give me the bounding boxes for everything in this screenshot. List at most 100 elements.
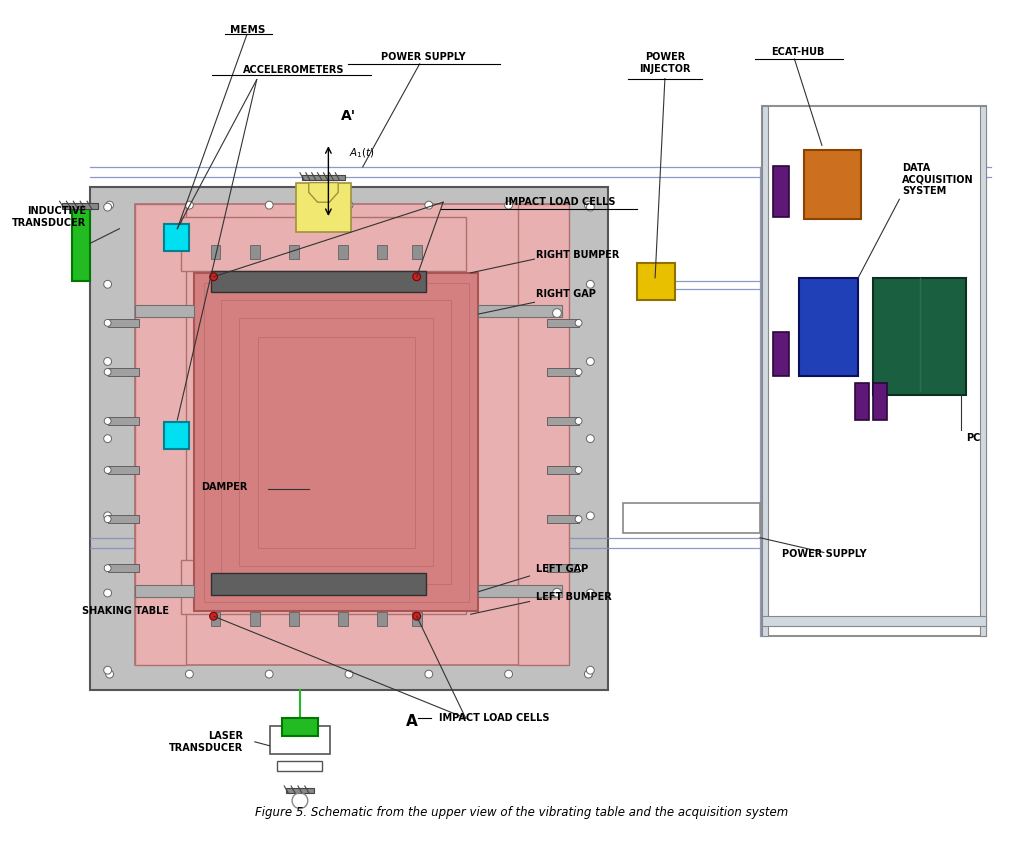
Circle shape [265,670,273,678]
Bar [286,788,313,793]
Circle shape [103,512,112,520]
Bar [762,106,768,636]
Bar [108,466,139,474]
Bar [302,175,345,180]
Circle shape [103,204,112,211]
Bar [296,182,351,231]
Circle shape [553,588,561,597]
Bar [378,246,387,259]
Bar [73,207,90,281]
Bar [90,188,608,690]
Text: DATA
ACQUISITION
SYSTEM: DATA ACQUISITION SYSTEM [902,163,974,196]
Bar [135,204,186,665]
Circle shape [413,612,421,620]
Bar [547,319,579,327]
Bar [204,283,469,601]
Polygon shape [309,182,338,202]
Circle shape [103,357,112,365]
Bar [378,612,387,626]
Circle shape [575,368,582,375]
Text: ACCELEROMETERS: ACCELEROMETERS [244,65,345,75]
Circle shape [587,512,594,520]
Bar [135,204,568,665]
Circle shape [505,201,512,209]
Bar [108,516,139,523]
Circle shape [104,564,111,572]
Bar [872,278,966,395]
Text: PC: PC [966,432,981,442]
Bar [773,331,788,376]
Bar [980,106,986,636]
Circle shape [587,280,594,288]
Circle shape [575,516,582,522]
Circle shape [103,435,112,442]
Circle shape [587,666,594,674]
Bar [135,305,194,317]
Circle shape [104,320,111,326]
Text: POWER
INJECTOR: POWER INJECTOR [639,52,690,74]
Bar [800,278,858,376]
Text: A: A [406,714,418,728]
Bar [412,246,422,259]
Circle shape [425,201,433,209]
Circle shape [575,564,582,572]
Text: POWER SUPPLY: POWER SUPPLY [381,52,466,62]
Bar [283,718,317,736]
Circle shape [103,666,112,674]
Circle shape [104,368,111,375]
Bar [108,564,139,572]
Circle shape [185,670,194,678]
Bar [181,217,466,271]
Circle shape [105,201,114,209]
Text: IMPACT LOAD CELLS: IMPACT LOAD CELLS [505,197,615,207]
Circle shape [345,670,353,678]
Text: MEMS: MEMS [230,24,265,34]
Circle shape [425,670,433,678]
Circle shape [185,201,194,209]
Bar [289,612,299,626]
Bar [211,612,220,626]
Bar [547,417,579,425]
Bar [338,246,348,259]
Circle shape [505,670,512,678]
Circle shape [210,272,217,281]
Circle shape [210,612,217,620]
Circle shape [587,589,594,597]
Bar [547,564,579,572]
Circle shape [265,201,273,209]
Bar [164,422,189,449]
Circle shape [575,320,582,326]
Bar [547,368,579,376]
Bar [872,383,887,420]
Bar [478,584,562,596]
Bar [108,368,139,376]
Bar [855,383,869,420]
Text: IMPACT LOAD CELLS: IMPACT LOAD CELLS [439,713,550,723]
Text: DAMPER: DAMPER [201,482,247,492]
Text: LEFT GAP: LEFT GAP [537,564,589,574]
Bar [518,204,568,665]
Bar [762,616,986,626]
Circle shape [585,201,592,209]
Bar [181,560,466,614]
Bar [250,612,260,626]
Bar [239,318,433,566]
Text: A': A' [341,108,356,123]
Circle shape [345,201,353,209]
Bar [623,504,760,533]
Bar [108,417,139,425]
Circle shape [104,467,111,473]
Circle shape [575,418,582,425]
Text: INDUCTIVE
TRANSDUCER: INDUCTIVE TRANSDUCER [12,206,86,228]
Circle shape [587,204,594,211]
Bar [62,204,98,209]
Circle shape [104,418,111,425]
Bar [278,761,323,771]
Bar [221,300,451,584]
Bar [773,166,788,217]
Text: POWER SUPPLY: POWER SUPPLY [781,549,866,559]
Text: LASER
TRANSDUCER: LASER TRANSDUCER [169,731,243,753]
Circle shape [553,309,561,318]
Bar [547,466,579,474]
Bar [164,224,189,251]
